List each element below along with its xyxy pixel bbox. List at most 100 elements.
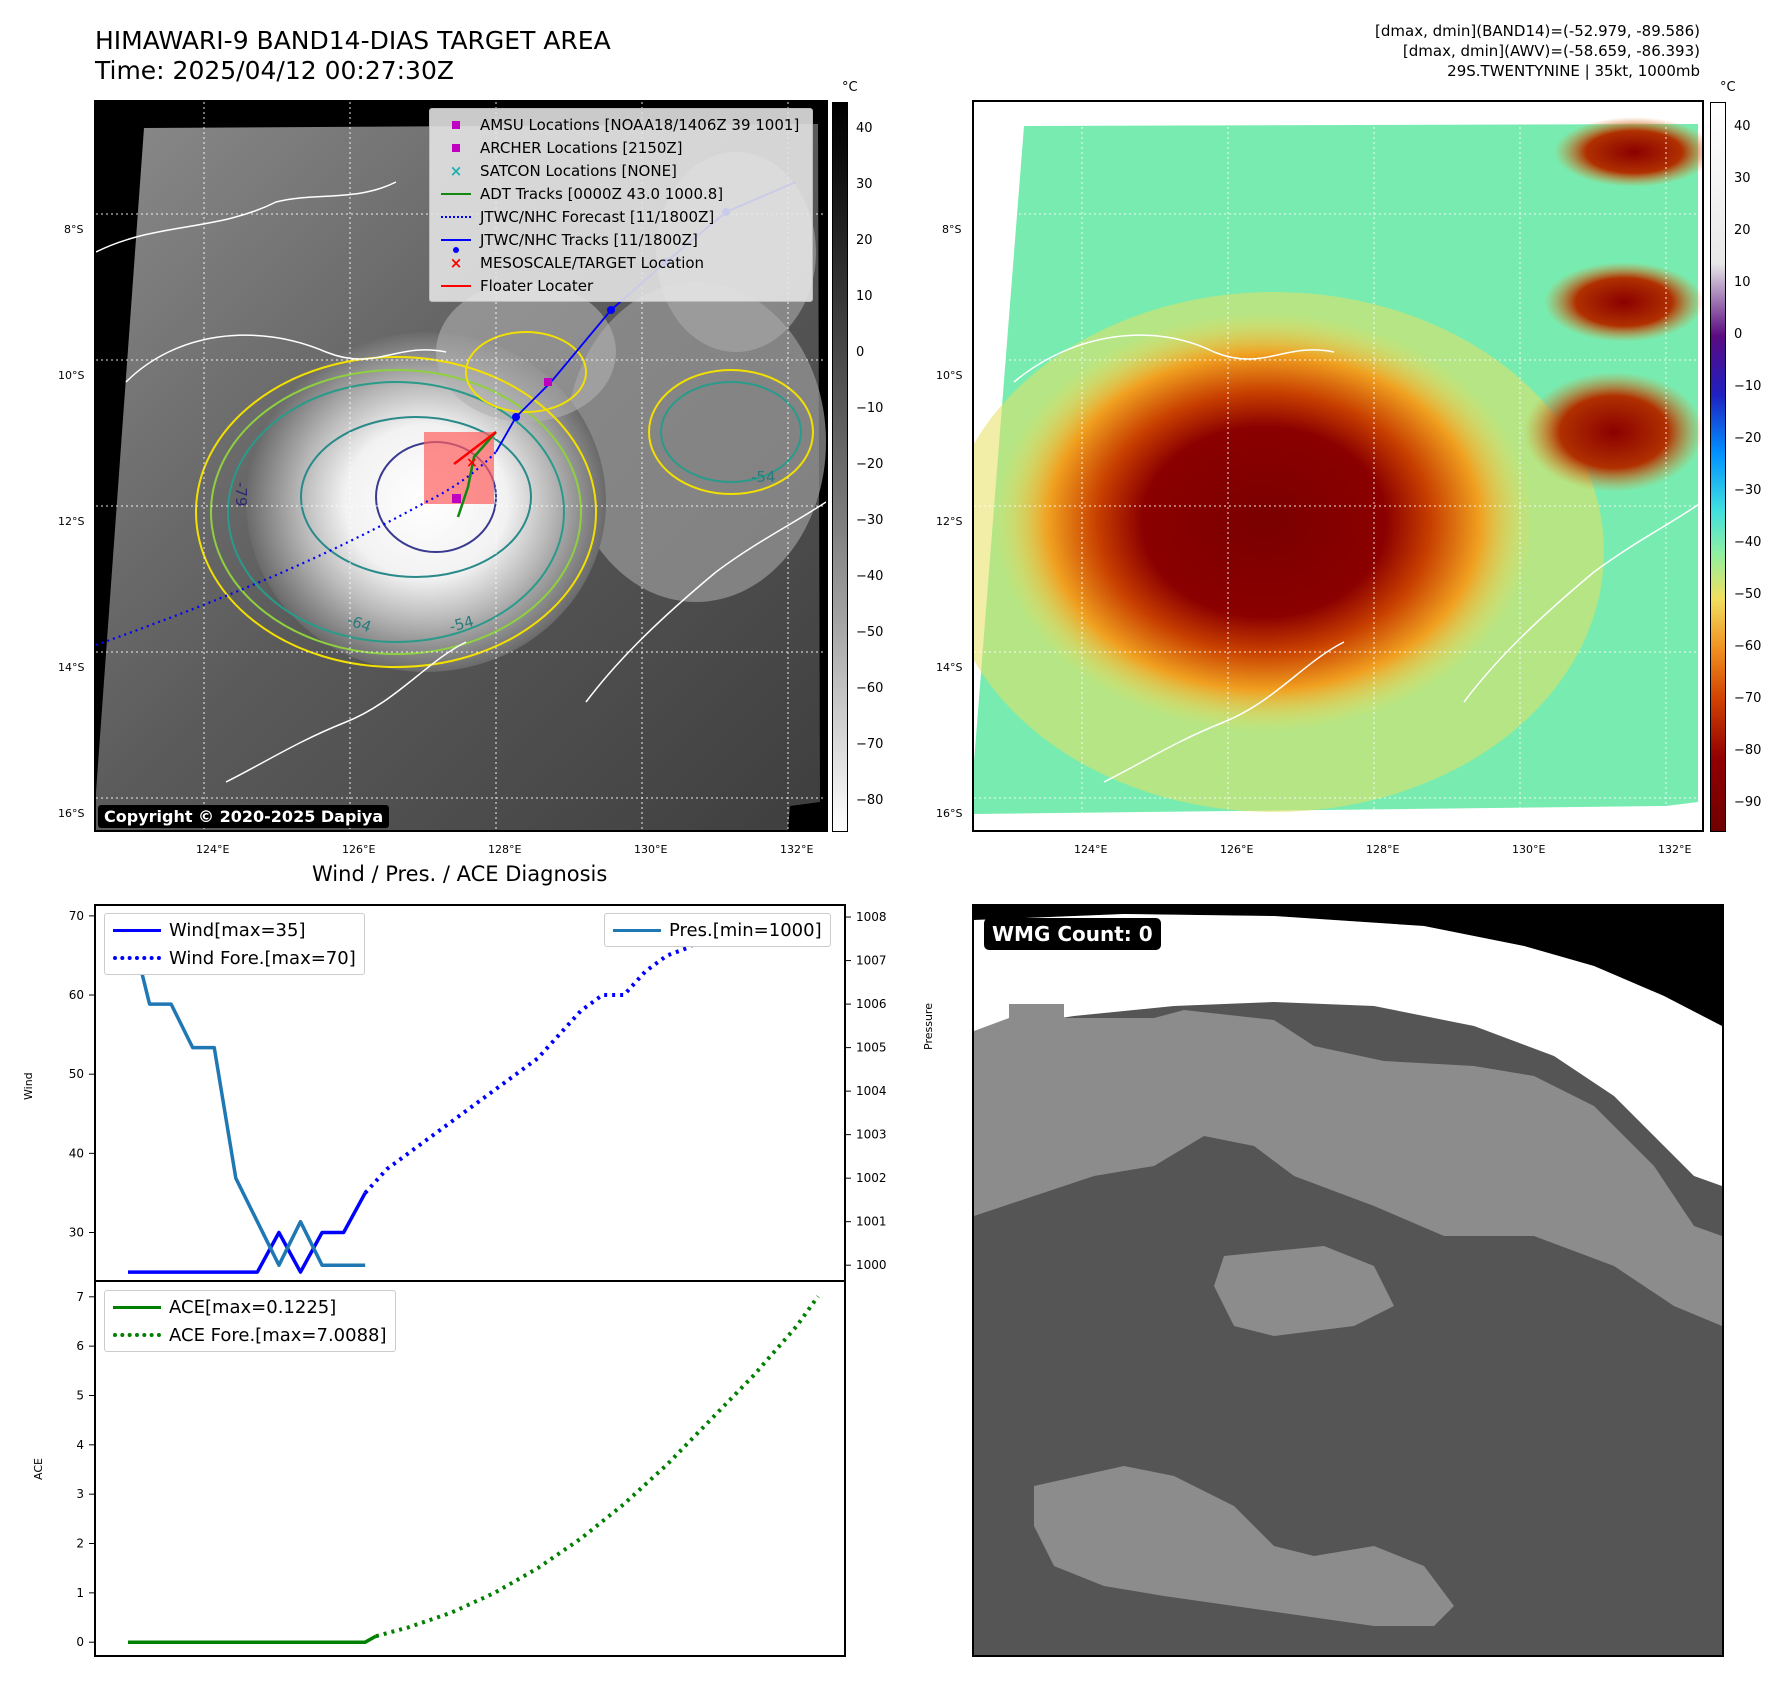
lat-label: 12°S — [58, 515, 85, 528]
pressure-tick-label: 1000 — [856, 1258, 887, 1272]
awv-map-panel — [972, 100, 1704, 832]
contour-teal — [227, 381, 565, 643]
lat-label: 10°S — [58, 369, 85, 382]
lat-label: 8°S — [64, 223, 84, 236]
copyright-label: Copyright © 2020-2025 Dapiya — [98, 805, 390, 828]
wind-series-0 — [128, 1192, 367, 1274]
wmg-map — [974, 906, 1722, 1626]
wmg-lightgray-region — [974, 1004, 1722, 1326]
chart-time: Time: 2025/04/12 00:27:30Z — [95, 56, 454, 85]
legend-item: JTWC/NHC Forecast [11/1800Z] — [438, 205, 804, 228]
legend-item: Pres.[min=1000] — [613, 916, 822, 944]
legend-item: ADT Tracks [0000Z 43.0 1000.8] — [438, 182, 804, 205]
legend-item: ACE Fore.[max=7.0088] — [113, 1321, 387, 1349]
colorbar-tick-label: 20 — [856, 233, 873, 248]
colorbar-tick-label: −70 — [856, 737, 884, 752]
colorbar-tick-label: −30 — [856, 513, 884, 528]
lon-label: 124°E — [196, 843, 230, 856]
adt-track — [456, 431, 497, 518]
lon-label: 130°E — [1512, 843, 1546, 856]
lat-label: 14°S — [936, 661, 963, 674]
legend-item: × MESOSCALE/TARGET Location — [438, 251, 804, 274]
diagnosis-title: Wind / Pres. / ACE Diagnosis — [312, 862, 608, 886]
colorbar-unit: °C — [842, 80, 858, 95]
colorbar-tick-label: −20 — [856, 457, 884, 472]
lat-label: 16°S — [936, 807, 963, 820]
wind-tick-label: 40 — [69, 1146, 84, 1160]
wind-ylabel: Wind — [22, 1072, 35, 1100]
colorbar-tick-label: −50 — [1734, 587, 1762, 602]
ace-tick-label: 6 — [76, 1339, 84, 1353]
wind-series-1 — [363, 913, 820, 1195]
floater-locater — [453, 431, 497, 465]
pressure-legend: Pres.[min=1000] — [604, 913, 831, 947]
wmg-panel: WMG Count: 0 — [972, 904, 1724, 1657]
lat-label: 8°S — [942, 223, 962, 236]
line-icon — [113, 1305, 161, 1309]
ace-tick-label: 4 — [76, 1438, 84, 1452]
colorbar-tick-label: −80 — [856, 793, 884, 808]
wmg-count-badge: WMG Count: 0 — [984, 918, 1161, 950]
amsu-marker — [544, 378, 552, 386]
pressure-series-0 — [126, 916, 366, 1267]
colorbar-tick-label: −50 — [856, 625, 884, 640]
colorbar-tick-label: −10 — [1734, 379, 1762, 394]
ace-tick-label: 5 — [76, 1388, 84, 1402]
colorbar-tick-label: −40 — [856, 569, 884, 584]
dotted-line-icon — [113, 1333, 161, 1337]
lon-label: 132°E — [1658, 843, 1692, 856]
ace-tick-label: 2 — [76, 1537, 84, 1551]
lat-label: 10°S — [936, 369, 963, 382]
ace-tick-label: 7 — [76, 1290, 84, 1304]
lon-label: 128°E — [1366, 843, 1400, 856]
ace-tick-label: 0 — [76, 1635, 84, 1649]
wmg-lightgray-patch — [1034, 1466, 1454, 1626]
pressure-tick-label: 1002 — [856, 1171, 887, 1185]
colorbar-tick-label: −30 — [1734, 483, 1762, 498]
lon-label: 124°E — [1074, 843, 1108, 856]
legend-item: Wind[max=35] — [113, 916, 356, 944]
cyclone-core — [994, 312, 1534, 732]
contour-label: -54 — [447, 612, 475, 636]
line-icon — [441, 284, 471, 287]
map-legend: AMSU Locations [NOAA18/1406Z 39 1001] AR… — [429, 108, 813, 302]
pressure-tick-label: 1005 — [856, 1041, 887, 1055]
target-marker: × — [466, 455, 478, 471]
pressure-tick-label: 1001 — [856, 1215, 887, 1229]
colorbar-tick-label: 10 — [1734, 275, 1751, 290]
colorbar-tick-label: 40 — [856, 121, 873, 136]
pressure-tick-label: 1003 — [856, 1128, 887, 1142]
ace-legend: ACE[max=0.1225] ACE Fore.[max=7.0088] — [104, 1290, 396, 1352]
legend-item: Wind Fore.[max=70] — [113, 944, 356, 972]
archer-marker — [452, 494, 461, 503]
gray-colorbar — [832, 102, 848, 832]
pressure-tick-label: 1006 — [856, 997, 887, 1011]
colorbar-unit: °C — [1720, 80, 1736, 95]
info-awv: [dmax, dmin](AWV)=(-58.659, -86.393) — [1402, 42, 1700, 60]
lon-label: 130°E — [634, 843, 668, 856]
colorbar-tick-label: 0 — [856, 345, 865, 360]
colorbar-tick-label: −40 — [1734, 535, 1762, 550]
dotted-line-icon — [441, 215, 471, 218]
info-band14: [dmax, dmin](BAND14)=(-52.979, -89.586) — [1375, 22, 1700, 40]
jtwc-forecast-track — [96, 451, 497, 647]
legend-item: AMSU Locations [NOAA18/1406Z 39 1001] — [438, 113, 804, 136]
contour-label: -79 — [232, 482, 250, 507]
ace-series-0 — [128, 1634, 377, 1644]
ace-tick-label: 1 — [76, 1586, 84, 1600]
colorbar-tick-label: −70 — [1734, 691, 1762, 706]
dotted-line-icon — [113, 956, 161, 960]
lat-label: 12°S — [936, 515, 963, 528]
colorbar-tick-label: −60 — [1734, 639, 1762, 654]
line-icon — [613, 928, 661, 932]
ace-series-1 — [375, 1295, 820, 1639]
colorbar-tick-label: −90 — [1734, 795, 1762, 810]
wind-tick-label: 30 — [69, 1226, 84, 1240]
diagnosis-divider — [94, 1280, 846, 1282]
colorbar-tick-label: 10 — [856, 289, 873, 304]
pressure-tick-label: 1004 — [856, 1084, 887, 1098]
colorbar-tick-label: −20 — [1734, 431, 1762, 446]
legend-item: ACE[max=0.1225] — [113, 1293, 387, 1321]
info-storm: 29S.TWENTYNINE | 35kt, 1000mb — [1447, 62, 1700, 80]
